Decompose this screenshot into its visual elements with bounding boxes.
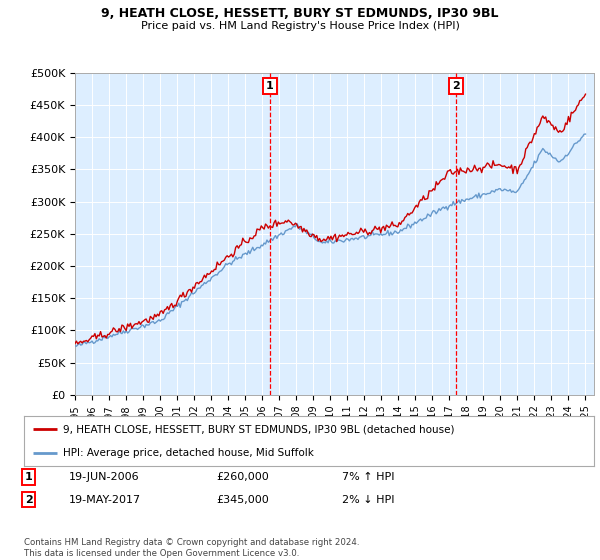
- Text: HPI: Average price, detached house, Mid Suffolk: HPI: Average price, detached house, Mid …: [63, 449, 314, 458]
- Text: 1: 1: [266, 81, 274, 91]
- Text: 7% ↑ HPI: 7% ↑ HPI: [342, 472, 395, 482]
- Text: 9, HEATH CLOSE, HESSETT, BURY ST EDMUNDS, IP30 9BL: 9, HEATH CLOSE, HESSETT, BURY ST EDMUNDS…: [101, 7, 499, 20]
- Text: 19-MAY-2017: 19-MAY-2017: [69, 494, 141, 505]
- Text: 2: 2: [25, 494, 32, 505]
- Text: £345,000: £345,000: [216, 494, 269, 505]
- Text: Contains HM Land Registry data © Crown copyright and database right 2024.
This d: Contains HM Land Registry data © Crown c…: [24, 538, 359, 558]
- Text: 19-JUN-2006: 19-JUN-2006: [69, 472, 140, 482]
- Text: £260,000: £260,000: [216, 472, 269, 482]
- Text: Price paid vs. HM Land Registry's House Price Index (HPI): Price paid vs. HM Land Registry's House …: [140, 21, 460, 31]
- Text: 2% ↓ HPI: 2% ↓ HPI: [342, 494, 395, 505]
- Text: 1: 1: [25, 472, 32, 482]
- Text: 2: 2: [452, 81, 460, 91]
- Text: 9, HEATH CLOSE, HESSETT, BURY ST EDMUNDS, IP30 9BL (detached house): 9, HEATH CLOSE, HESSETT, BURY ST EDMUNDS…: [63, 424, 454, 434]
